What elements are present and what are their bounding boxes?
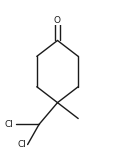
Text: Cl: Cl [5,120,14,129]
Text: Cl: Cl [17,140,26,149]
Text: O: O [54,16,60,25]
